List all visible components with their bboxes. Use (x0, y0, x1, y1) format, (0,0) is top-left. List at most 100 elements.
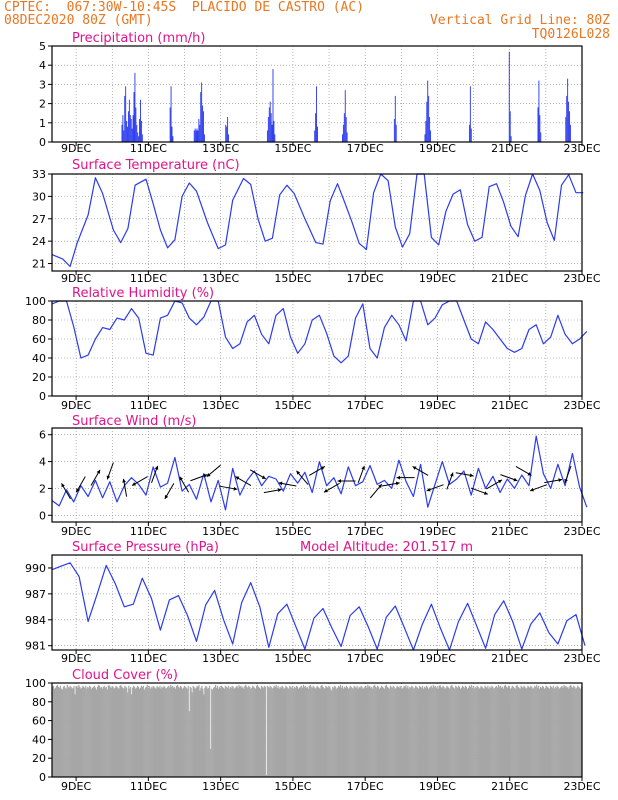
wind-arrow (219, 485, 238, 491)
cloud-cover-bar (516, 684, 518, 777)
cloud-cover-bar (337, 685, 340, 777)
cloud-cover-bar (503, 685, 506, 777)
cloud-cover-bar (356, 685, 358, 777)
cloud-cover-bar (359, 687, 361, 777)
cloud-cover-bar (561, 685, 563, 777)
cloud-cover-bar (65, 688, 67, 777)
cloud-cover-bar (214, 686, 216, 777)
cloud-cover-bar (309, 684, 311, 777)
cloud-cover-bar (368, 686, 370, 777)
cloud-cover-bar (441, 687, 443, 777)
cloud-cover-bar (158, 687, 160, 777)
cloud-cover-bar (230, 687, 232, 777)
cloud-cover-bar (209, 685, 211, 777)
cloud-cover-bar (442, 685, 444, 777)
cloud-cover-bar (458, 685, 460, 777)
cloud-cover-bar (166, 687, 168, 777)
cloud-cover-bar (69, 685, 71, 777)
cloud-cover-bar (60, 688, 62, 777)
cloud-cover-bar (412, 686, 414, 777)
cloud-cover-bar (470, 684, 472, 777)
cloud-cover-bar (112, 686, 114, 777)
cloud-cover-bar (477, 686, 479, 777)
cloud-cover-bar (262, 687, 265, 777)
precipitation-xtick-label: 23DEC (563, 142, 600, 155)
cloud-cover-bar (576, 687, 578, 777)
cloud-cover-bar (370, 687, 372, 777)
cloud-cover-bar (115, 685, 117, 777)
cloud-cover-bar (285, 685, 287, 777)
cloud-cover-bar (330, 688, 332, 777)
cloud-cover-bar (414, 687, 416, 777)
cloud-cover-bar (454, 688, 456, 777)
wind-arrow (164, 483, 175, 500)
cloud-cover-bar (89, 685, 91, 777)
cloud-cover-bar (185, 687, 187, 777)
cloud-cover-bar (481, 686, 483, 777)
cloud-cover-title: Cloud Cover (%) (72, 668, 178, 683)
cloud-cover-bar (247, 687, 249, 777)
cloud-cover-bar (398, 687, 400, 777)
cloud-cover-bar (533, 687, 535, 777)
cloud-cover-bar (317, 686, 319, 777)
cloud-cover-bar (371, 686, 373, 777)
temperature-ytick-label: 27 (32, 213, 46, 226)
cloud-cover-bar (274, 686, 276, 777)
cloud-cover-bar (500, 687, 503, 777)
cloud-cover-bar (455, 685, 457, 777)
cloud-cover-bar (231, 685, 233, 777)
cloud-cover-bar (316, 685, 318, 777)
cloud-cover-bar (528, 686, 530, 777)
cloud-cover-bar (392, 685, 394, 777)
cloud-cover-bar (101, 688, 103, 777)
cloud-cover-bar (256, 684, 259, 777)
cloud-cover-bar (188, 711, 190, 777)
cloud-cover-bar (403, 685, 405, 777)
cloud-cover-bar (88, 687, 90, 777)
cloud-cover-bar (535, 686, 537, 777)
wind-title: Surface Wind (m/s) (72, 414, 196, 429)
cloud-cover-bar (461, 685, 464, 777)
cloud-cover-bar (189, 686, 191, 777)
cloud-cover-bar (489, 686, 491, 777)
cloud-cover-bar (238, 684, 240, 777)
wind-arrow (249, 469, 266, 480)
precipitation-bar (317, 126, 318, 142)
cloud-cover-bar (484, 685, 486, 777)
cloud-cover-bar (505, 686, 508, 777)
precipitation-bar (393, 118, 395, 142)
cloud-cover-xtick-label: 17DEC (347, 780, 384, 793)
precipitation-xtick-label: 15DEC (274, 142, 311, 155)
cloud-cover-bar (224, 685, 226, 777)
cloud-cover-bar (537, 687, 539, 777)
wind-arrow (296, 470, 309, 485)
cloud-cover-bar (547, 687, 550, 777)
cloud-cover-bar (325, 685, 327, 777)
cloud-cover-bar (460, 687, 463, 777)
cloud-cover-bar (132, 687, 134, 777)
wind-arrow (396, 475, 415, 480)
cloud-cover-bar (258, 687, 261, 777)
precipitation-bar (202, 105, 204, 142)
cloud-cover-bar (95, 689, 98, 777)
cloud-cover-bar (176, 684, 179, 777)
cloud-cover-bar (79, 686, 81, 777)
cloud-cover-bar (328, 685, 330, 777)
cloud-cover-bar (353, 685, 355, 777)
precipitation-bar (509, 111, 511, 142)
cloud-cover-ytick-label: 60 (32, 715, 46, 728)
cloud-cover-bar (464, 685, 467, 777)
precipitation-bar (134, 72, 136, 142)
cloud-cover-bar (103, 685, 105, 777)
cloud-cover-bar (173, 687, 175, 777)
cloud-cover-bar (279, 686, 281, 777)
cloud-cover-bar (193, 686, 195, 777)
humidity-ytick-label: 20 (32, 371, 46, 384)
precipitation-bar (128, 99, 130, 142)
cloud-cover-bar (118, 688, 120, 777)
precipitation-bar (140, 120, 142, 142)
cloud-cover-bar (242, 686, 244, 777)
cloud-cover-bar (385, 684, 387, 777)
precipitation-xtick-label: 11DEC (130, 142, 167, 155)
precipitation-bar (270, 113, 272, 142)
